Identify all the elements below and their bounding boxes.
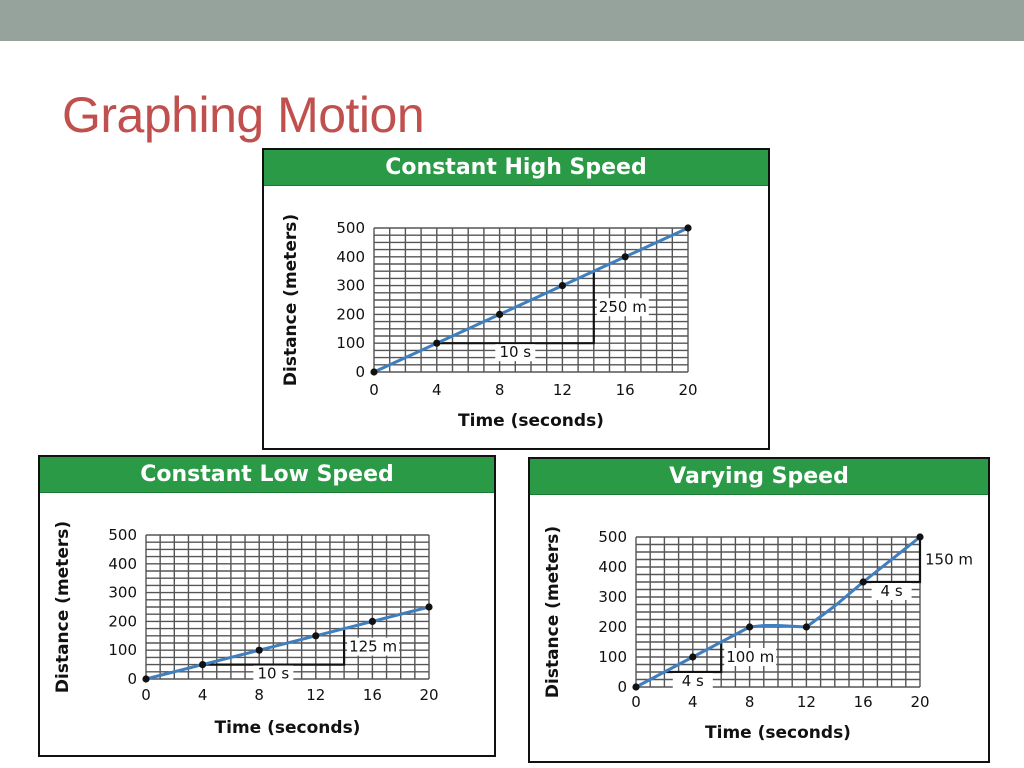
data-point bbox=[689, 653, 697, 661]
label-background bbox=[923, 550, 975, 569]
slope-triangle bbox=[863, 537, 922, 584]
y-axis-title: Distance (meters) bbox=[281, 214, 301, 386]
y-tick-label: 400 bbox=[598, 558, 627, 576]
x-tick-label: 16 bbox=[363, 686, 382, 704]
data-point bbox=[433, 339, 441, 347]
slope-triangle bbox=[202, 628, 346, 666]
y-tick-label: 200 bbox=[108, 612, 137, 630]
x-tick-label: 4 bbox=[198, 686, 208, 704]
x-tick-label: 8 bbox=[254, 686, 264, 704]
data-point bbox=[632, 683, 640, 691]
x-tick-label: 16 bbox=[616, 381, 635, 399]
data-point bbox=[199, 661, 207, 669]
y-tick-label: 100 bbox=[598, 648, 627, 666]
data-point bbox=[255, 646, 263, 654]
run-label: 4 s bbox=[682, 672, 704, 690]
data-point bbox=[802, 623, 810, 631]
data-point bbox=[312, 632, 320, 640]
y-tick-label: 400 bbox=[108, 555, 137, 573]
x-tick-label: 8 bbox=[745, 693, 755, 711]
rise-label: 250 m bbox=[599, 298, 647, 316]
y-tick-label: 500 bbox=[598, 528, 627, 546]
x-tick-label: 8 bbox=[495, 381, 505, 399]
slope-triangle bbox=[664, 642, 723, 674]
data-point bbox=[142, 675, 150, 683]
y-tick-label: 100 bbox=[336, 334, 365, 352]
x-tick-label: 12 bbox=[797, 693, 816, 711]
x-tick-label: 12 bbox=[306, 686, 325, 704]
y-tick-label: 0 bbox=[355, 363, 365, 381]
chart-title: Constant High Speed bbox=[264, 150, 768, 186]
x-tick-label: 0 bbox=[141, 686, 151, 704]
data-point bbox=[368, 617, 376, 625]
data-point bbox=[496, 310, 504, 318]
label-background bbox=[871, 583, 912, 600]
series-line bbox=[634, 535, 922, 689]
data-point bbox=[916, 533, 924, 541]
data-point bbox=[746, 623, 754, 631]
label-background bbox=[347, 637, 400, 656]
chart-panel-varying-speed: Varying Speed 0 100 200 300 400 500 0 4 8 12 16 20 T… bbox=[528, 457, 990, 763]
label-background bbox=[724, 648, 777, 666]
y-tick-label: 500 bbox=[108, 526, 137, 544]
x-tick-label: 4 bbox=[688, 693, 698, 711]
high-speed-chart: 0 100 200 300 400 500 0 4 8 12 16 20 Time (seconds) D… bbox=[281, 214, 698, 431]
x-tick-label: 16 bbox=[854, 693, 873, 711]
y-tick-label: 300 bbox=[598, 588, 627, 606]
y-axis-title: Distance (meters) bbox=[543, 526, 563, 698]
series-line bbox=[144, 605, 431, 681]
rise-label: 100 m bbox=[726, 648, 774, 666]
data-point bbox=[558, 282, 566, 290]
y-axis-title: Distance (meters) bbox=[53, 521, 73, 693]
data-point bbox=[684, 224, 692, 232]
label-background bbox=[495, 344, 536, 362]
y-tick-label: 300 bbox=[336, 277, 365, 295]
data-point bbox=[859, 578, 867, 586]
slope-triangle bbox=[436, 271, 595, 345]
y-tick-label: 400 bbox=[336, 248, 365, 266]
data-point bbox=[370, 368, 378, 376]
chart-title: Varying Speed bbox=[530, 459, 988, 495]
label-background bbox=[672, 673, 713, 690]
run-label: 10 s bbox=[499, 343, 531, 361]
chart-title: Constant Low Speed bbox=[40, 457, 494, 493]
slide-title: Graphing Motion bbox=[62, 87, 425, 143]
label-background bbox=[253, 665, 294, 683]
data-point bbox=[425, 603, 433, 611]
x-tick-label: 4 bbox=[432, 381, 442, 399]
top-banner bbox=[0, 0, 1024, 41]
chart-panel-high-speed: Constant High Speed 0 100 200 300 400 500 0 4 8 1… bbox=[262, 148, 770, 450]
varying-speed-chart: 0 100 200 300 400 500 0 4 8 12 16 20 Time (seconds) D… bbox=[543, 526, 975, 743]
low-speed-chart: 0 100 200 300 400 500 0 4 8 12 16 20 Time (seconds) D… bbox=[53, 521, 439, 738]
rise-label: 150 m bbox=[925, 551, 973, 569]
series-line bbox=[372, 226, 690, 374]
y-tick-label: 200 bbox=[336, 305, 365, 323]
x-axis-title: Time (seconds) bbox=[705, 723, 851, 743]
x-tick-label: 20 bbox=[678, 381, 697, 399]
rise-label: 125 m bbox=[349, 638, 397, 656]
data-point bbox=[621, 253, 629, 261]
chart-panel-low-speed: Constant Low Speed 0 100 200 300 400 500 0 4 8 12… bbox=[38, 455, 496, 757]
y-tick-label: 300 bbox=[108, 584, 137, 602]
y-tick-label: 500 bbox=[336, 219, 365, 237]
x-tick-label: 12 bbox=[553, 381, 572, 399]
y-tick-label: 100 bbox=[108, 641, 137, 659]
x-axis-title: Time (seconds) bbox=[458, 411, 604, 431]
label-background bbox=[596, 298, 649, 317]
y-tick-label: 0 bbox=[127, 670, 137, 688]
run-label: 4 s bbox=[881, 582, 903, 600]
run-label: 10 s bbox=[258, 665, 290, 683]
y-tick-label: 0 bbox=[617, 678, 627, 696]
y-tick-label: 200 bbox=[598, 618, 627, 636]
x-tick-label: 0 bbox=[631, 693, 641, 711]
x-tick-label: 20 bbox=[419, 686, 438, 704]
x-tick-label: 20 bbox=[910, 693, 929, 711]
x-axis-title: Time (seconds) bbox=[215, 718, 361, 738]
x-tick-label: 0 bbox=[369, 381, 379, 399]
